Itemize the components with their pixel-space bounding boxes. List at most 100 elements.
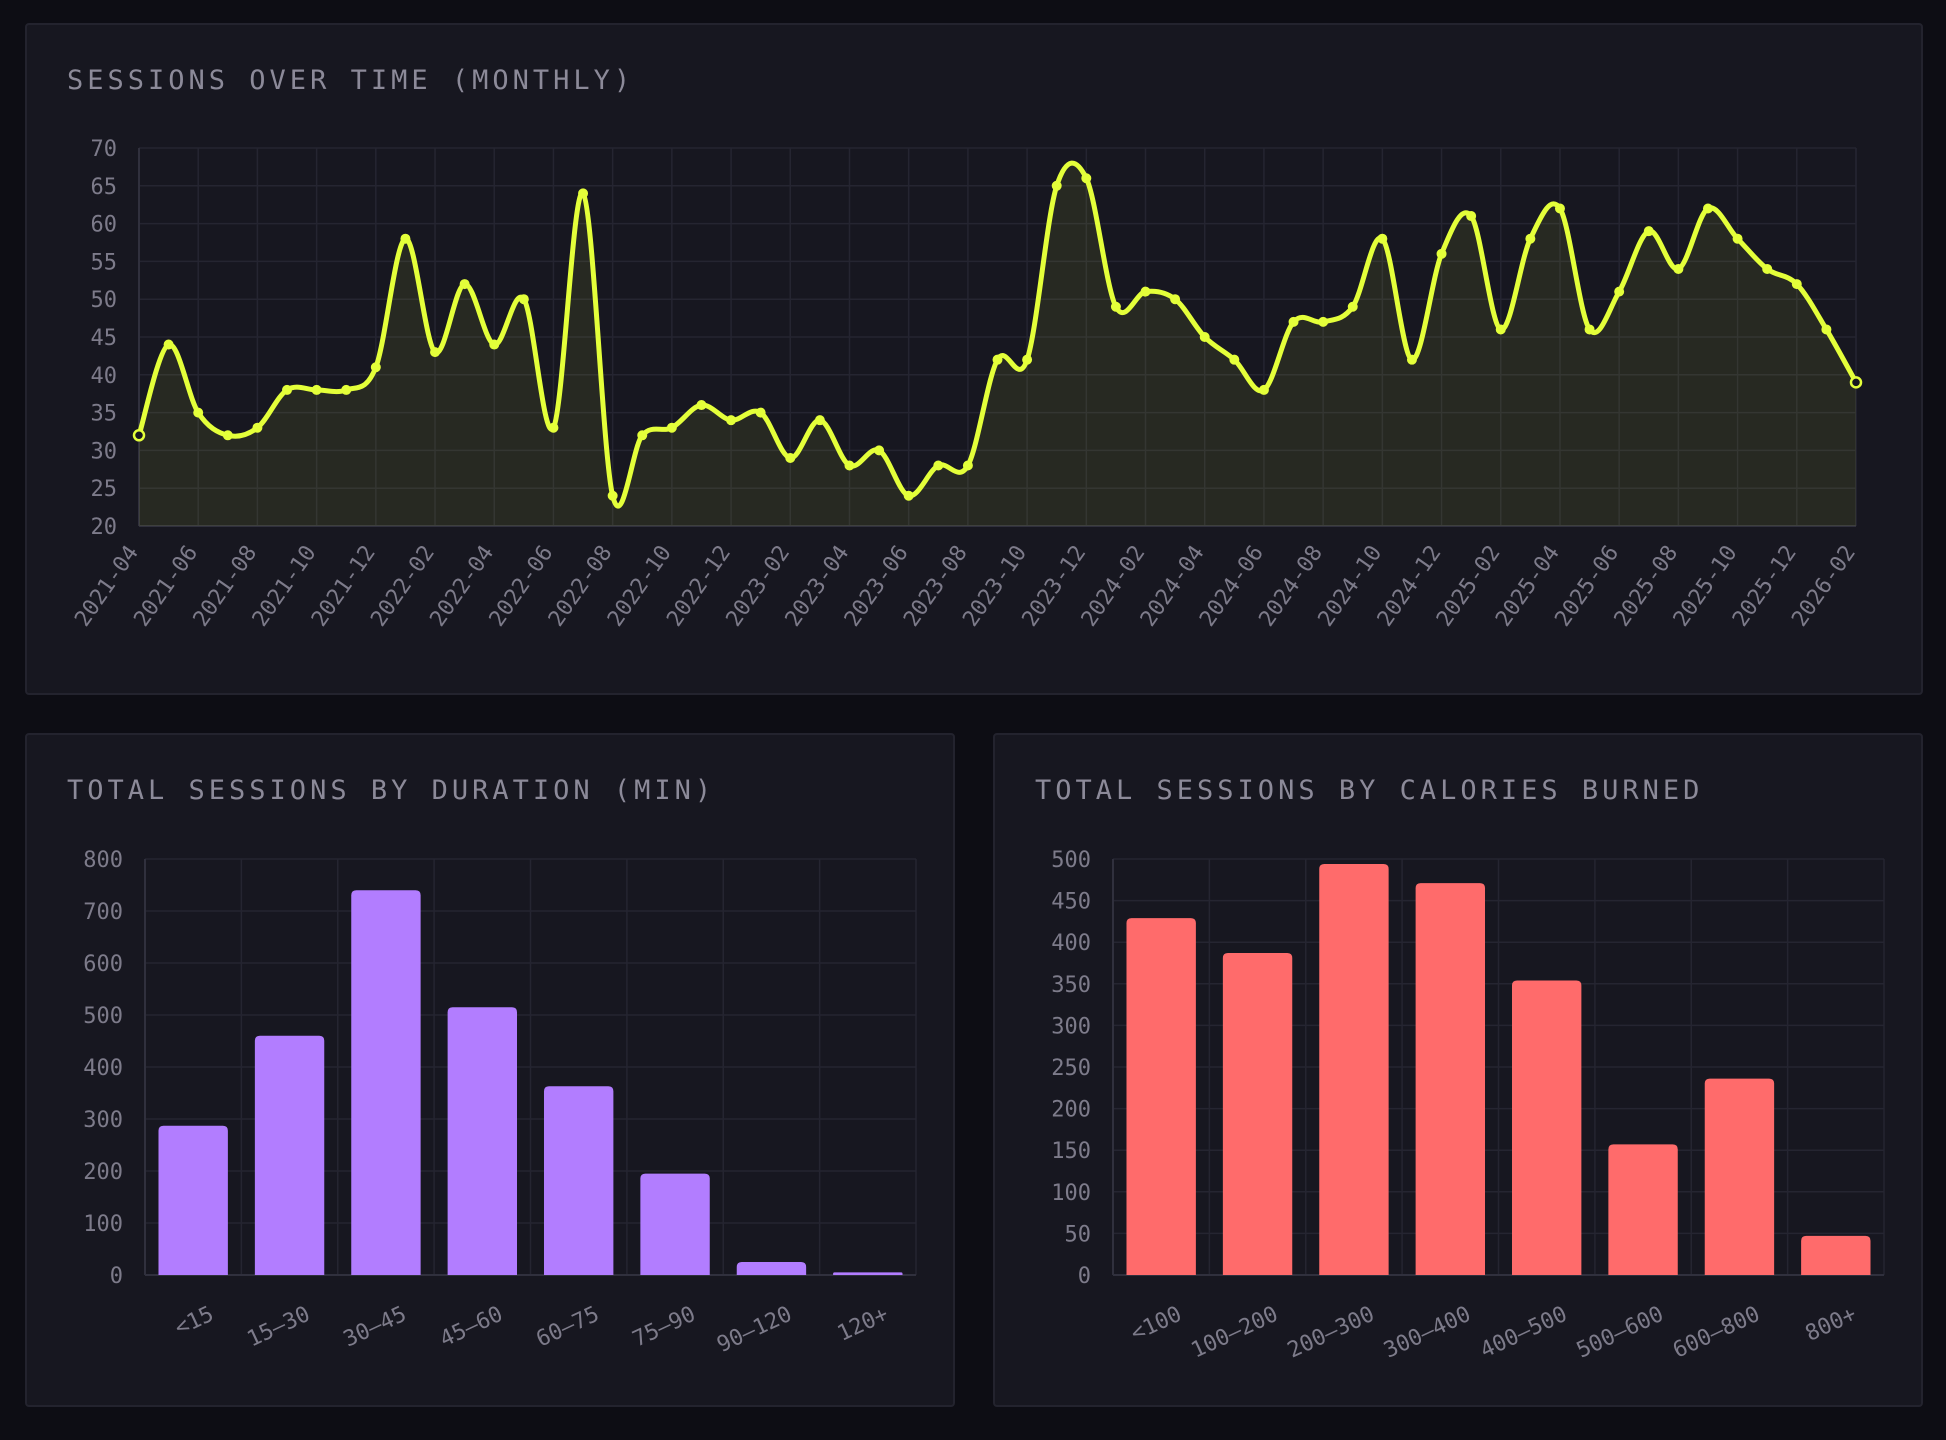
data-point [222, 430, 233, 441]
data-point [962, 460, 973, 471]
data-point [1318, 316, 1329, 327]
x-tick-label: 300–400 [1380, 1302, 1475, 1364]
y-tick-label: 200 [83, 1160, 123, 1185]
data-point [726, 415, 737, 426]
data-point [1466, 211, 1477, 222]
data-point [1170, 294, 1181, 305]
y-tick-label: 25 [91, 477, 118, 502]
data-point [163, 339, 174, 350]
x-tick-label: 75–90 [629, 1302, 700, 1353]
y-tick-label: 350 [1051, 973, 1091, 998]
data-point [1229, 354, 1240, 365]
sessions-over-time-chart: 20253035404550556065702021-042021-062021… [70, 137, 1863, 631]
y-tick-label: 40 [91, 364, 118, 389]
data-point [1347, 301, 1358, 312]
y-tick-label: 45 [91, 326, 118, 351]
data-point [1140, 286, 1151, 297]
data-point [1110, 301, 1121, 312]
data-point [578, 188, 589, 199]
data-point [1791, 279, 1802, 290]
data-point [1199, 332, 1210, 342]
bar-400–500 [1511, 980, 1582, 1275]
data-point [1406, 354, 1417, 365]
y-tick-label: 400 [83, 1056, 123, 1081]
bar-100–200 [1222, 953, 1293, 1275]
data-point [132, 429, 146, 442]
sessions-by-calories-chart: 0 50 100 150 200 250 300 350 400 450 500 <100 100–20… [1051, 848, 1885, 1364]
data-point [252, 422, 263, 433]
y-tick-label: 50 [1065, 1222, 1092, 1247]
data-point [459, 279, 470, 290]
x-tick-label: 60–75 [533, 1302, 604, 1353]
data-point [518, 294, 529, 305]
bar-60–75 [543, 1086, 614, 1275]
bar-200–300 [1319, 863, 1389, 1275]
data-point [1377, 233, 1388, 244]
data-point [1525, 233, 1536, 244]
y-tick-label: 450 [1051, 890, 1091, 915]
data-point [1673, 263, 1684, 274]
data-point [785, 452, 796, 463]
data-point [1436, 248, 1447, 259]
data-point [844, 460, 855, 471]
bar-300–400 [1415, 883, 1486, 1275]
data-point [755, 407, 766, 418]
x-tick-label: 500–600 [1573, 1302, 1668, 1364]
y-tick-label: 250 [1051, 1056, 1091, 1081]
y-tick-label: 20 [91, 515, 118, 540]
data-point [1732, 233, 1743, 244]
y-tick-label: 100 [1051, 1181, 1091, 1206]
y-tick-label: 600 [83, 952, 123, 977]
data-point [666, 422, 677, 433]
x-tick-label: 120+ [834, 1302, 893, 1347]
data-point [637, 430, 648, 441]
bar-<100 [1126, 918, 1196, 1275]
y-tick-label: 70 [91, 137, 118, 162]
bar-120+ [833, 1272, 903, 1275]
sessions-over-time-title: SESSIONS OVER TIME (MONTHLY) [67, 65, 635, 96]
x-tick-label: 90–120 [713, 1302, 796, 1358]
data-point [311, 384, 322, 395]
y-tick-label: 700 [83, 900, 123, 925]
bar-45–60 [447, 1007, 518, 1275]
data-point [1614, 286, 1625, 297]
x-tick-label: <100 [1127, 1302, 1186, 1347]
bar-<15 [158, 1125, 228, 1275]
series-area [139, 163, 1856, 526]
x-tick-label: 200–300 [1284, 1302, 1379, 1364]
data-point [992, 354, 1003, 365]
sessions-by-duration-panel: TOTAL SESSIONS BY DURATION (MIN) 0 100 200… [25, 733, 955, 1407]
x-tick-label: 45–60 [436, 1302, 507, 1353]
sessions-by-duration-title: TOTAL SESSIONS BY DURATION (MIN) [67, 775, 716, 806]
data-point [1495, 324, 1506, 335]
x-tick-label: 400–500 [1477, 1302, 1572, 1364]
bar-15–30 [254, 1035, 325, 1275]
data-point [370, 362, 381, 373]
data-point [282, 384, 293, 395]
data-point [193, 407, 204, 418]
y-tick-label: 50 [91, 288, 118, 313]
y-tick-label: 60 [91, 213, 118, 238]
data-point [933, 460, 944, 471]
data-point [903, 490, 914, 501]
y-tick-label: 500 [1051, 848, 1091, 873]
bar-90–120 [736, 1262, 807, 1275]
data-point [1702, 203, 1713, 214]
y-tick-label: 300 [83, 1108, 123, 1133]
x-tick-label: 100–200 [1188, 1302, 1283, 1364]
y-tick-label: 30 [91, 439, 118, 464]
y-tick-label: 65 [91, 175, 118, 200]
bar-30–45 [351, 890, 421, 1275]
y-tick-label: 150 [1051, 1139, 1091, 1164]
y-tick-label: 200 [1051, 1098, 1091, 1123]
x-tick-label: 600–800 [1669, 1302, 1764, 1364]
y-tick-label: 0 [110, 1264, 123, 1289]
data-point [341, 384, 352, 395]
sessions-by-calories-panel: TOTAL SESSIONS BY CALORIES BURNED 0 50 100… [993, 733, 1923, 1407]
data-point [1554, 203, 1565, 214]
data-point [489, 339, 500, 350]
data-point [1258, 384, 1269, 395]
data-point [1584, 324, 1595, 335]
data-point [1288, 316, 1299, 327]
data-point [1022, 354, 1033, 365]
